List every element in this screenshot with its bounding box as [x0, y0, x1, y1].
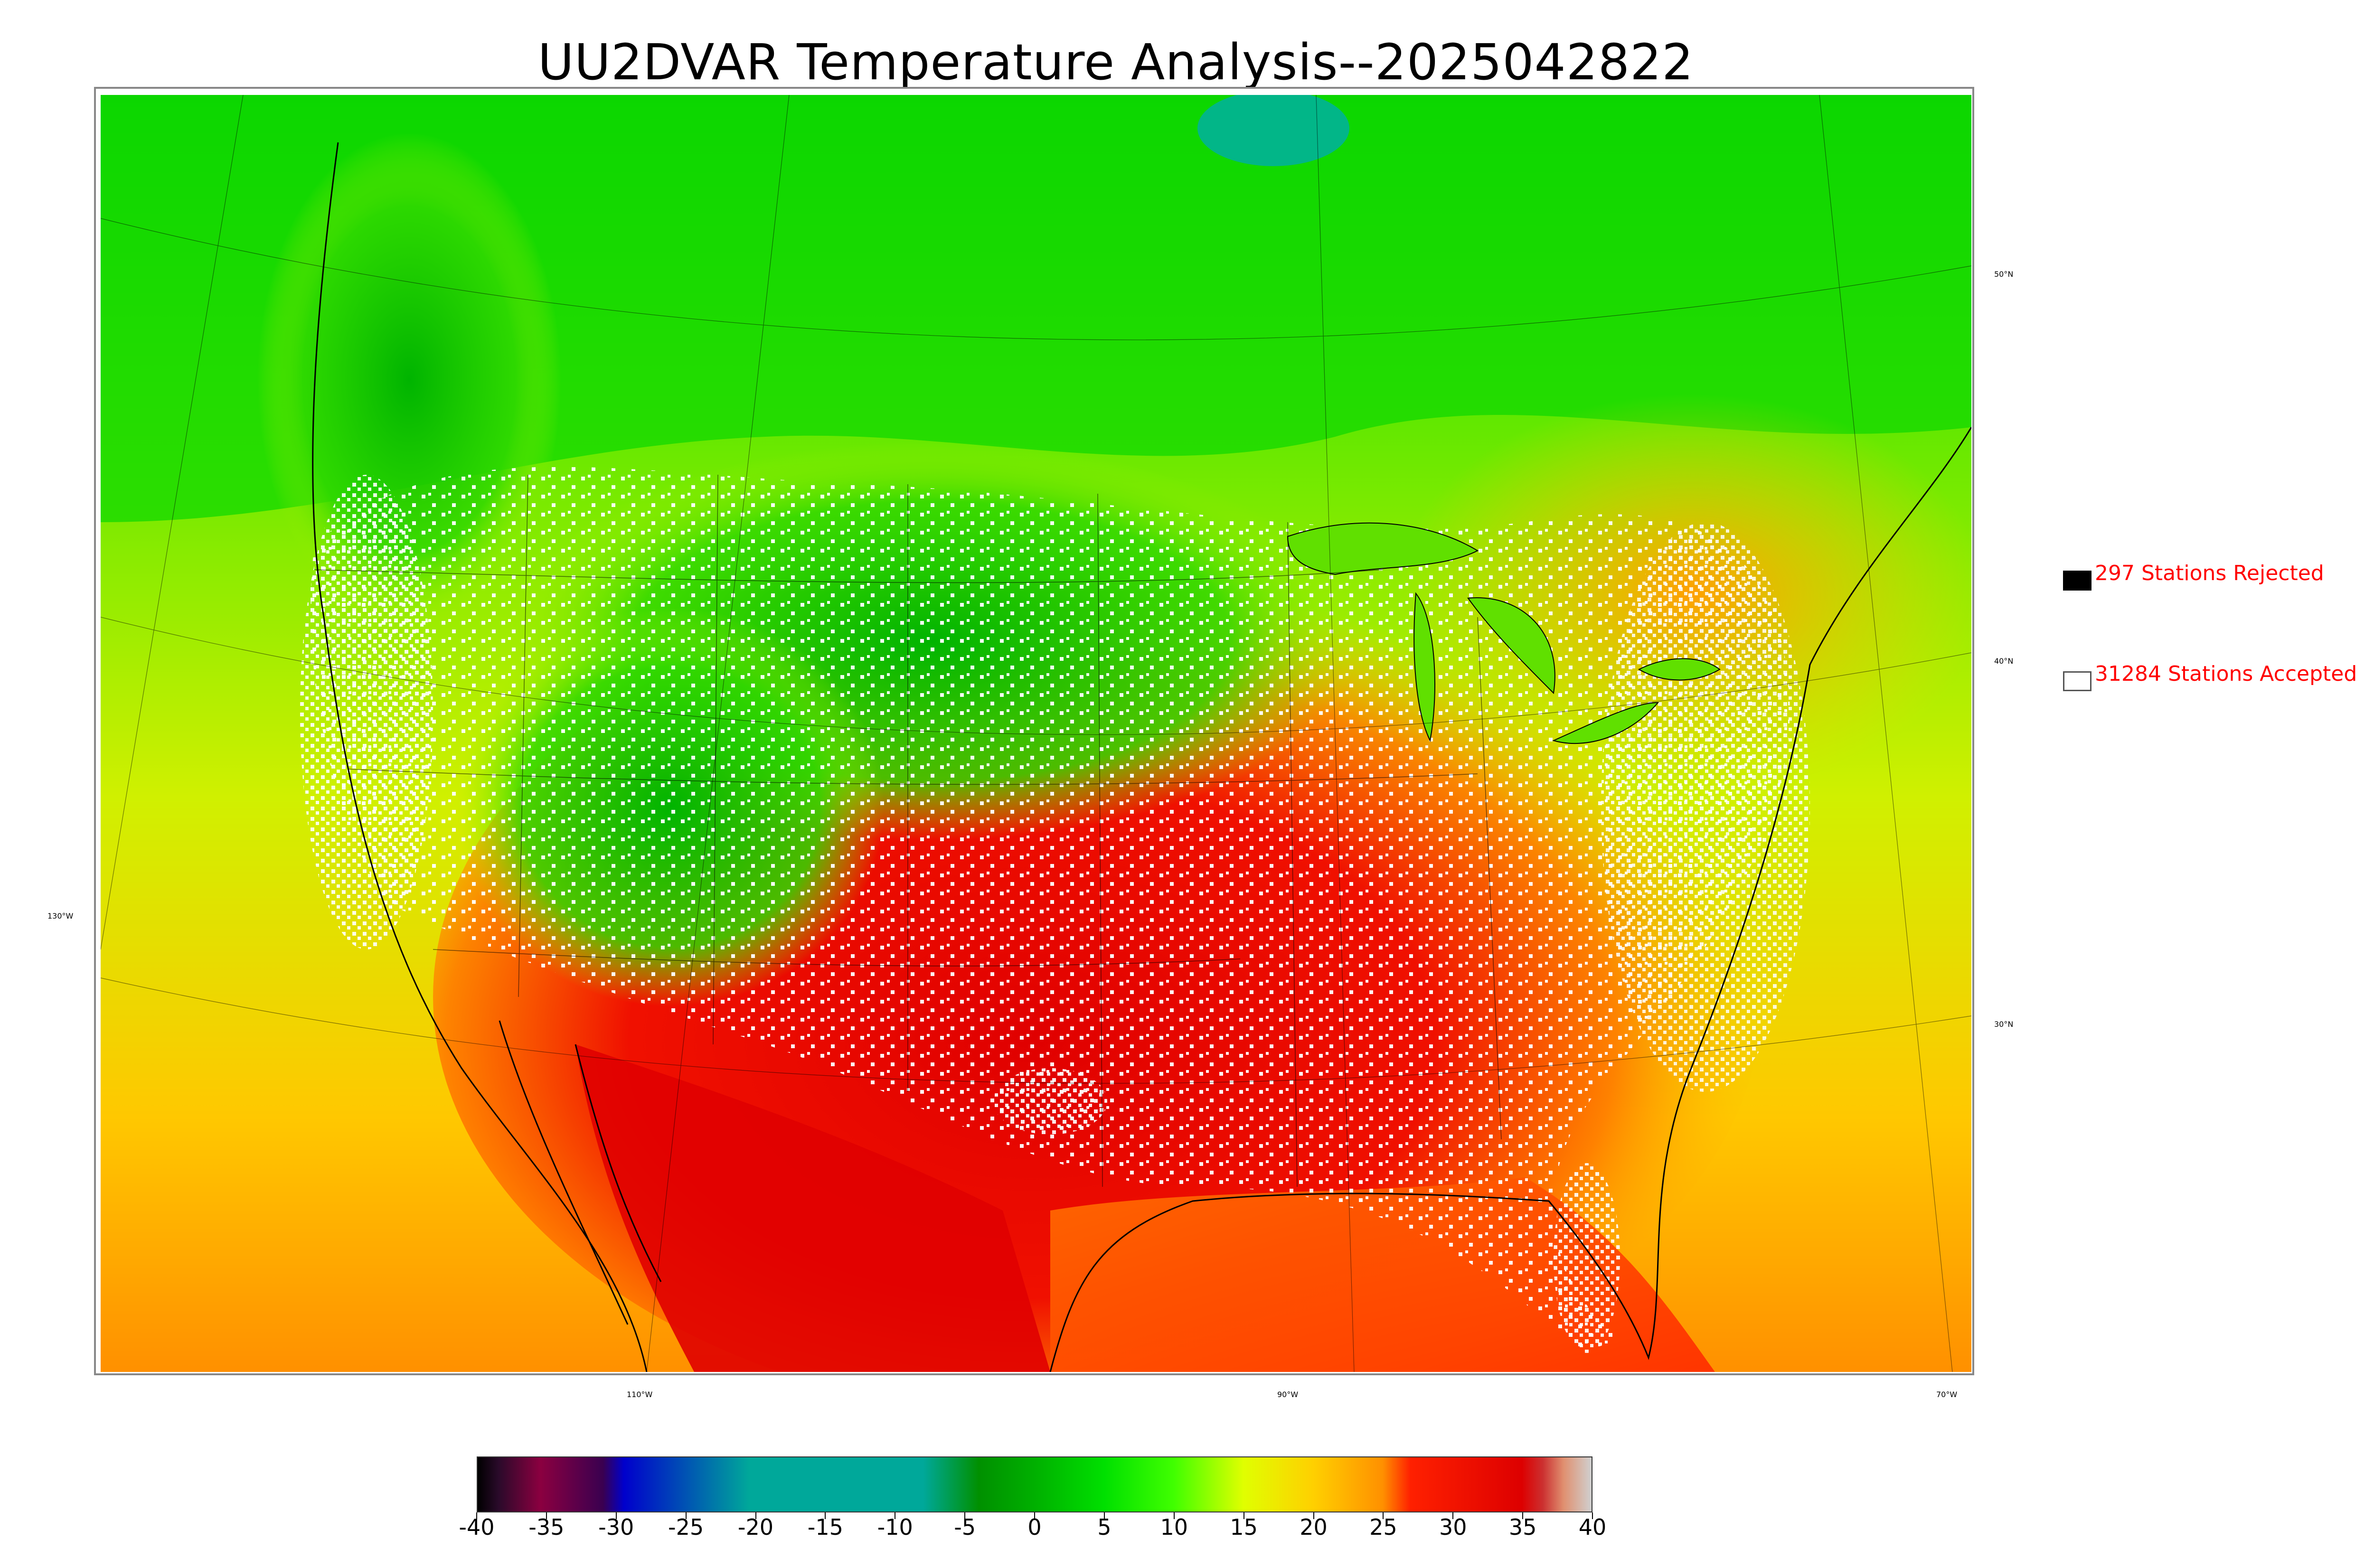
canada-cool-region [101, 95, 1971, 522]
state-boundaries [314, 474, 1502, 1187]
station-observations-west-coast [300, 475, 433, 949]
temperature-colorbar [477, 1456, 1592, 1512]
rejected-stations-label: 297 Stations Rejected [2095, 561, 2324, 585]
baja-coastline [499, 1020, 662, 1325]
great-lakes [1287, 522, 1721, 744]
colorbar-tick-label: 10 [1160, 1514, 1188, 1540]
longitude-label-70w: 70°W [1936, 1390, 1958, 1399]
latitude-label-30n: 30°N [1994, 1020, 2014, 1029]
colorbar-tick-mark [476, 1512, 477, 1519]
colorbar-tick-label: 25 [1369, 1514, 1397, 1540]
colorbar-tick-label: -30 [598, 1514, 634, 1540]
station-observations-texas-cluster [993, 1068, 1107, 1135]
colorbar-tick-label: -40 [459, 1514, 495, 1540]
colorbar-tick-label: 15 [1230, 1514, 1258, 1540]
coastline [312, 142, 1971, 1372]
colorbar-tick-label: -25 [668, 1514, 704, 1540]
latitude-label-50n: 50°N [1994, 270, 2014, 279]
colorbar-tick-label: 5 [1097, 1514, 1112, 1540]
colorbar-tick-mark [1592, 1512, 1593, 1519]
colorbar-tick-label: -20 [737, 1514, 774, 1540]
colorbar-tick-mark [615, 1512, 617, 1519]
colorbar-tick-mark [964, 1512, 966, 1519]
colorbar-tick-mark [1313, 1512, 1314, 1519]
mexico-hot-region [575, 1044, 1050, 1372]
temperature-map [101, 95, 1971, 1372]
rejected-stations-swatch [2063, 571, 2091, 591]
longitude-label-90w: 90°W [1277, 1390, 1299, 1399]
colorbar-tick-mark [1173, 1512, 1175, 1519]
colorbar-tick-label: -15 [807, 1514, 843, 1540]
colorbar-tick-mark [825, 1512, 826, 1519]
colorbar-tick-mark [755, 1512, 756, 1519]
hudson-cold-spot [1197, 95, 1349, 166]
longitude-label-110w: 110°W [627, 1390, 653, 1399]
map-title: UU2DVAR Temperature Analysis--2025042822 [537, 33, 1694, 91]
colorbar-tick-mark [546, 1512, 547, 1519]
colorbar-tick-mark [1522, 1512, 1524, 1519]
accepted-stations-label: 31284 Stations Accepted [2095, 662, 2357, 686]
graticule [101, 95, 1971, 1372]
colorbar-tick-label: 20 [1300, 1514, 1328, 1540]
station-observations-florida [1554, 1163, 1620, 1353]
colorbar-tick-label: -35 [528, 1514, 565, 1540]
longitude-label-130w: 130°W [47, 911, 74, 920]
colorbar-tick-label: -5 [954, 1514, 976, 1540]
colorbar-tick-mark [685, 1512, 687, 1519]
accepted-stations-swatch [2063, 671, 2091, 691]
latitude-label-40n: 40°N [1994, 657, 2014, 666]
colorbar-tick-label: 40 [1578, 1514, 1607, 1540]
colorbar-tick-mark [1103, 1512, 1105, 1519]
colorbar-tick-mark [1452, 1512, 1454, 1519]
colorbar-tick-label: 0 [1027, 1514, 1042, 1540]
colorbar-tick-label: 35 [1508, 1514, 1537, 1540]
colorbar-tick-label: 30 [1439, 1514, 1467, 1540]
colorbar-tick-label: -10 [877, 1514, 913, 1540]
colorbar-tick-mark [1383, 1512, 1384, 1519]
colorbar-tick-mark [1034, 1512, 1035, 1519]
